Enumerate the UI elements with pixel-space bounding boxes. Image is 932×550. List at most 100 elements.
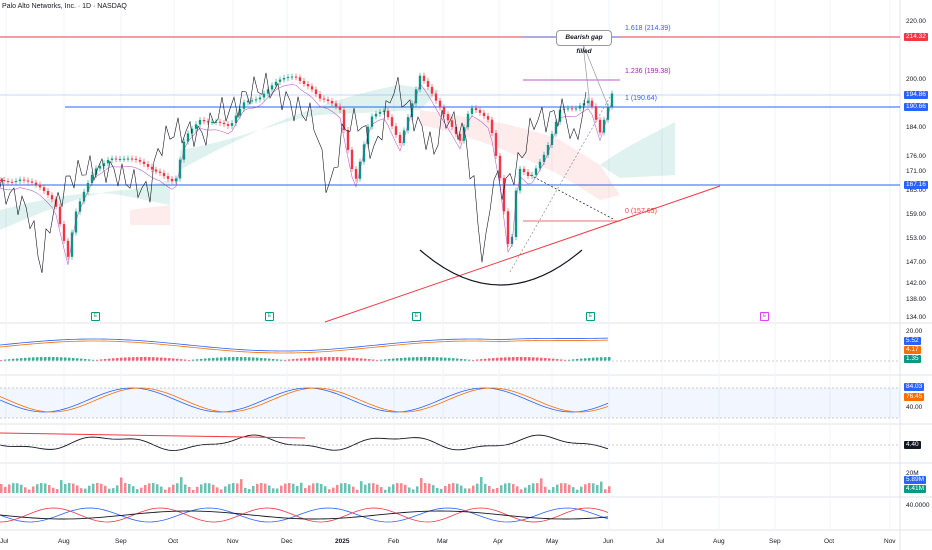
fib-trend-dashed bbox=[509, 96, 611, 273]
candle bbox=[262, 93, 266, 98]
candle bbox=[586, 100, 590, 104]
macd-histogram-bar bbox=[144, 357, 147, 361]
macd-histogram-bar bbox=[48, 357, 51, 361]
candle bbox=[146, 164, 150, 167]
macd-histogram-bar bbox=[120, 357, 123, 361]
earnings-marker[interactable]: E bbox=[412, 312, 421, 321]
candle bbox=[18, 179, 22, 182]
price-axis-label: 176.00 bbox=[906, 153, 926, 160]
macd-histogram-bar bbox=[508, 357, 511, 361]
volume-bar bbox=[348, 484, 351, 493]
osc-line-red bbox=[0, 507, 609, 523]
candle bbox=[574, 108, 578, 110]
candle bbox=[222, 122, 226, 125]
volume-bar bbox=[184, 484, 187, 493]
gap-filled-callout[interactable]: Bearish gap filled bbox=[556, 30, 612, 55]
candle bbox=[406, 117, 410, 131]
macd-histogram-bar bbox=[568, 359, 571, 361]
volume-bar bbox=[380, 487, 383, 493]
callout-pointer bbox=[582, 43, 609, 107]
volume-bar bbox=[352, 486, 355, 493]
volume-bar bbox=[400, 483, 403, 493]
time-label-feb: Feb bbox=[388, 538, 400, 545]
macd-histogram-bar bbox=[280, 359, 283, 361]
macd-histogram-bar bbox=[440, 357, 443, 361]
candle bbox=[434, 93, 438, 101]
candle bbox=[286, 77, 290, 79]
earnings-marker[interactable]: E bbox=[265, 312, 274, 321]
macd-histogram-bar bbox=[408, 357, 411, 361]
macd-histogram-bar bbox=[304, 358, 307, 361]
macd-histogram-bar bbox=[524, 357, 527, 361]
macd-histogram-bar bbox=[300, 358, 303, 361]
volume-bar bbox=[356, 489, 359, 493]
volume-bar bbox=[196, 486, 199, 493]
candle bbox=[354, 168, 358, 179]
earnings-marker[interactable]: E bbox=[91, 312, 100, 321]
volume-bar bbox=[396, 483, 399, 493]
stoch-value-tag: 76.45 bbox=[904, 393, 925, 401]
macd-histogram-bar bbox=[96, 359, 99, 361]
candle bbox=[374, 113, 378, 117]
volume-bar bbox=[144, 485, 147, 493]
macd-histogram-bar bbox=[8, 359, 11, 361]
macd-histogram-bar bbox=[152, 357, 155, 361]
macd-histogram-bar bbox=[536, 357, 539, 361]
stoch-axis-label: 40.00 bbox=[906, 404, 923, 411]
macd-histogram-bar bbox=[576, 358, 579, 361]
volume-bar bbox=[596, 484, 599, 493]
macd-histogram-bar bbox=[0, 360, 3, 361]
macd-histogram-bar bbox=[544, 358, 547, 361]
volume-bar bbox=[324, 486, 327, 493]
macd-histogram-bar bbox=[368, 359, 371, 361]
divergence-line bbox=[0, 432, 306, 439]
macd-histogram-bar bbox=[484, 358, 487, 361]
macd-histogram-bar bbox=[232, 357, 235, 361]
candle bbox=[142, 161, 146, 165]
volume-bar bbox=[100, 483, 103, 493]
candle bbox=[74, 211, 78, 233]
candle bbox=[506, 211, 510, 244]
macd-histogram-bar bbox=[468, 359, 471, 361]
ichimoku-cloud-green bbox=[0, 180, 170, 230]
candle bbox=[38, 184, 42, 188]
candle bbox=[258, 97, 262, 100]
macd-histogram-bar bbox=[40, 357, 43, 361]
candle bbox=[94, 168, 98, 175]
macd-histogram-bar bbox=[64, 357, 67, 361]
candle bbox=[98, 166, 102, 169]
candle bbox=[570, 108, 574, 110]
volume-bar bbox=[368, 483, 371, 493]
macd-histogram-bar bbox=[340, 357, 343, 361]
ichimoku-cloud-green bbox=[180, 85, 440, 170]
candle bbox=[90, 174, 94, 183]
earnings-marker[interactable]: E bbox=[760, 312, 769, 321]
macd-histogram-bar bbox=[556, 359, 559, 361]
macd-histogram-bar bbox=[480, 359, 483, 361]
candle bbox=[602, 119, 606, 133]
candle bbox=[250, 100, 254, 102]
candle bbox=[398, 134, 402, 143]
macd-histogram-bar bbox=[180, 359, 183, 361]
macd-histogram-bar bbox=[404, 357, 407, 361]
time-label-dec: Dec bbox=[281, 538, 293, 545]
macd-histogram-bar bbox=[112, 358, 115, 361]
macd-histogram-bar bbox=[580, 358, 583, 361]
candle bbox=[266, 89, 270, 94]
candle bbox=[50, 195, 54, 200]
volume-bar bbox=[556, 484, 559, 493]
earnings-marker[interactable]: E bbox=[586, 312, 595, 321]
volume-value-tag: 4.41M bbox=[904, 485, 927, 493]
candle bbox=[470, 108, 474, 114]
candle bbox=[450, 120, 454, 127]
volume-bar bbox=[160, 486, 163, 493]
conversion-line bbox=[0, 83, 613, 265]
volume-bar bbox=[192, 489, 195, 493]
osc-axis-label: 40.0000 bbox=[906, 502, 930, 509]
candle bbox=[606, 106, 610, 120]
volume-bar bbox=[360, 481, 363, 493]
time-label-nov: Nov bbox=[884, 538, 896, 545]
fib-level-label: 0 (157.65) bbox=[625, 208, 657, 215]
candle bbox=[214, 121, 218, 123]
